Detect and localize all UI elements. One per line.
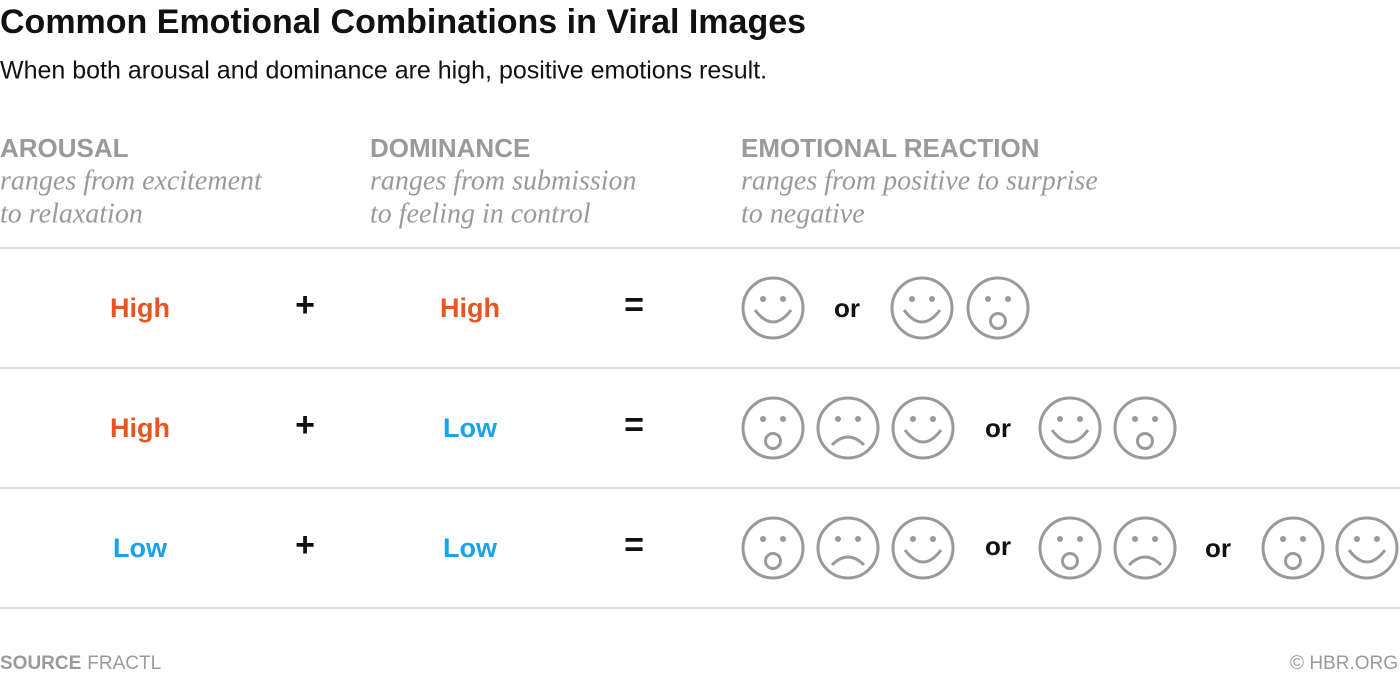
dominance-level: Low [443, 413, 498, 443]
column-heading: AROUSAL [0, 133, 129, 163]
equals-sign: = [624, 406, 644, 444]
face-surprise [1038, 516, 1102, 580]
face-happy [891, 516, 955, 580]
face-surprise [966, 276, 1030, 340]
plus-sign: + [295, 286, 315, 324]
title: Common Emotional Combinations in Viral I… [0, 3, 806, 41]
column-description: ranges from excitement [0, 165, 263, 196]
dominance-level: High [440, 293, 500, 323]
or-separator: or [834, 293, 860, 323]
equals-sign: = [624, 286, 644, 324]
column-heading: EMOTIONAL REACTION [741, 133, 1040, 163]
or-separator: or [1205, 533, 1231, 563]
credit: © HBR.ORG [1290, 653, 1398, 674]
subtitle: When both arousal and dominance are high… [0, 57, 767, 85]
face-sad [816, 396, 880, 460]
face-surprise [1261, 516, 1325, 580]
face-happy [890, 276, 954, 340]
face-happy [891, 396, 955, 460]
face-surprise [741, 396, 805, 460]
face-happy [1335, 516, 1399, 580]
column-description: ranges from submission [370, 165, 637, 196]
dominance-level: Low [443, 533, 498, 563]
arousal-level: High [110, 413, 170, 443]
face-sad [1113, 516, 1177, 580]
face-surprise [1113, 396, 1177, 460]
column-description: to negative [741, 198, 865, 229]
face-happy [1038, 396, 1102, 460]
column-description: to relaxation [0, 198, 143, 229]
or-separator: or [985, 531, 1011, 561]
source-name: FRACTL [87, 653, 161, 674]
column-description: ranges from positive to surprise [741, 165, 1098, 196]
face-happy [741, 276, 805, 340]
face-surprise [741, 516, 805, 580]
arousal-level: Low [113, 533, 168, 563]
plus-sign: + [295, 526, 315, 564]
column-description: to feeling in control [370, 198, 591, 229]
arousal-level: High [110, 293, 170, 323]
source-label: SOURCE [0, 653, 81, 674]
source: SOURCE FRACTL [0, 653, 161, 674]
equals-sign: = [624, 526, 644, 564]
face-sad [816, 516, 880, 580]
or-separator: or [985, 413, 1011, 443]
column-heading: DOMINANCE [370, 133, 530, 163]
plus-sign: + [295, 406, 315, 444]
